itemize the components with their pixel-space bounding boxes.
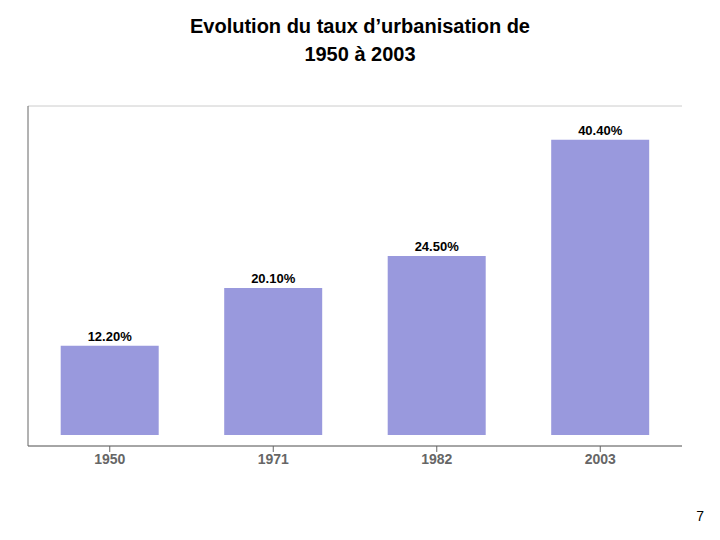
svg-text:2003: 2003 bbox=[585, 451, 616, 467]
html-text:Evolution du taux d’urbanisati: Evolution du taux d’urbanisation de bbox=[190, 15, 530, 37]
svg-text:20.10%: 20.10% bbox=[251, 271, 296, 286]
svg-text:24.50%: 24.50% bbox=[415, 239, 460, 254]
html-text:1950 à 2003: 1950 à 2003 bbox=[304, 43, 416, 65]
svg-text:1971: 1971 bbox=[258, 451, 289, 467]
svg-text:12.20%: 12.20% bbox=[88, 329, 133, 344]
svg-text:1982: 1982 bbox=[421, 451, 452, 467]
svg-text:40.40%: 40.40% bbox=[578, 123, 623, 138]
html-text:7: 7 bbox=[696, 508, 704, 524]
svg-text:1950: 1950 bbox=[94, 451, 125, 467]
